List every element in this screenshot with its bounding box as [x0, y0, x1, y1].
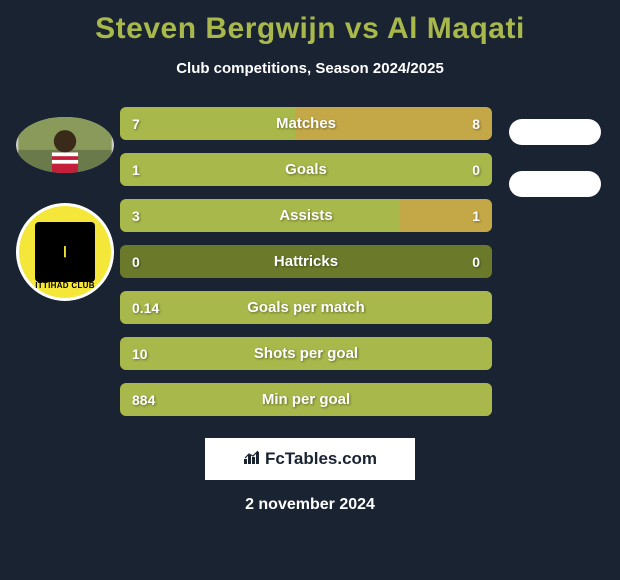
right-pill-column — [500, 107, 610, 416]
stat-value-right: 1 — [472, 208, 480, 224]
club-badge-icon: ا — [35, 222, 95, 282]
stat-row: 0Hattricks0 — [120, 245, 492, 278]
avatar-column: ا ITTIHAD CLUB — [10, 107, 120, 416]
chart-icon — [243, 449, 261, 469]
stat-label: Assists — [120, 207, 492, 224]
stat-row: 1Goals0 — [120, 153, 492, 186]
stat-value-right: 0 — [472, 162, 480, 178]
player1-avatar — [16, 117, 114, 173]
page-title: Steven Bergwijn vs Al Maqati — [0, 0, 620, 46]
footer-date: 2 november 2024 — [0, 496, 620, 514]
stat-label: Matches — [120, 115, 492, 132]
blank-pill — [509, 171, 601, 197]
stat-label: Goals — [120, 161, 492, 178]
club-badge-label: ITTIHAD CLUB — [35, 281, 95, 290]
stat-row: 3Assists1 — [120, 199, 492, 232]
player1-avatar-image — [16, 117, 114, 173]
stat-value-right: 0 — [472, 254, 480, 270]
stat-row: 884Min per goal — [120, 383, 492, 416]
stat-label: Goals per match — [120, 299, 492, 316]
comparison-content: ا ITTIHAD CLUB 7Matches81Goals03Assists1… — [0, 107, 620, 416]
stat-row: 10Shots per goal — [120, 337, 492, 370]
blank-pill — [509, 119, 601, 145]
stat-label: Shots per goal — [120, 345, 492, 362]
stat-bars: 7Matches81Goals03Assists10Hattricks00.14… — [120, 107, 500, 416]
brand-logo[interactable]: FcTables.com — [205, 438, 415, 480]
stat-value-right: 8 — [472, 116, 480, 132]
stat-label: Hattricks — [120, 253, 492, 270]
brand-text: FcTables.com — [265, 449, 377, 469]
stat-label: Min per goal — [120, 391, 492, 408]
stat-row: 0.14Goals per match — [120, 291, 492, 324]
stat-row: 7Matches8 — [120, 107, 492, 140]
page-subtitle: Club competitions, Season 2024/2025 — [0, 60, 620, 77]
player2-avatar: ا ITTIHAD CLUB — [16, 203, 114, 301]
